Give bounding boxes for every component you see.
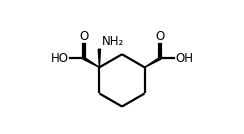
Text: HO: HO	[51, 52, 69, 65]
Text: OH: OH	[175, 52, 193, 65]
Polygon shape	[83, 57, 99, 67]
Polygon shape	[145, 57, 161, 67]
Text: O: O	[79, 30, 88, 43]
Polygon shape	[98, 49, 101, 67]
Text: NH₂: NH₂	[101, 35, 124, 48]
Text: O: O	[156, 30, 165, 43]
